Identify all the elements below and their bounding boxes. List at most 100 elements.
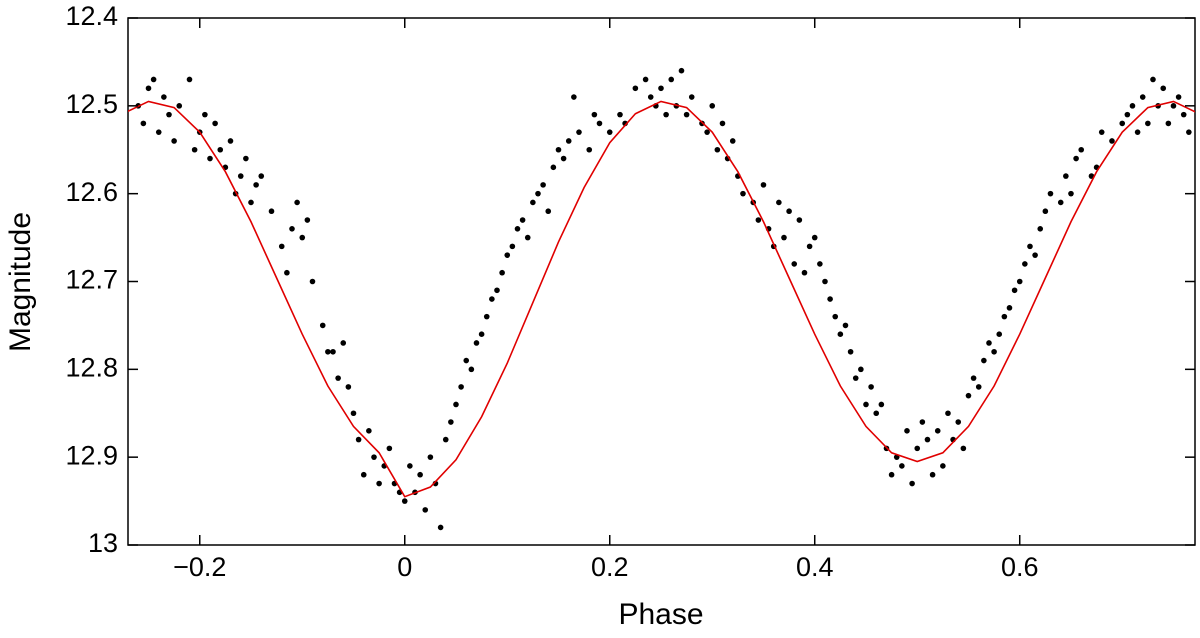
- data-point: [1011, 287, 1018, 294]
- data-point: [1006, 305, 1013, 311]
- plot-frame: [127, 17, 1196, 546]
- x-tick-label: 0: [397, 552, 412, 582]
- data-point: [1124, 111, 1131, 118]
- data-point: [986, 340, 992, 346]
- data-point: [888, 471, 895, 478]
- data-point: [1001, 313, 1008, 320]
- data-point: [781, 234, 787, 241]
- data-point: [217, 146, 224, 153]
- data-point: [360, 471, 367, 478]
- data-point: [145, 85, 152, 92]
- data-point: [868, 384, 874, 390]
- data-point: [970, 375, 977, 381]
- data-point: [714, 146, 721, 153]
- data-point: [483, 313, 490, 320]
- data-point: [945, 410, 951, 417]
- data-point: [740, 190, 746, 197]
- data-point: [796, 217, 803, 223]
- data-point: [975, 384, 982, 390]
- x-tick-label: 0.4: [796, 552, 834, 582]
- data-point: [1027, 243, 1033, 250]
- data-point: [248, 199, 254, 206]
- data-point: [663, 111, 669, 118]
- data-point: [755, 217, 762, 223]
- data-point: [729, 138, 736, 144]
- x-tick-label: 0.6: [1001, 552, 1039, 582]
- data-point: [401, 498, 408, 504]
- data-point: [919, 419, 926, 425]
- data-point: [1073, 155, 1079, 162]
- data-point: [878, 401, 885, 408]
- data-point: [519, 217, 526, 223]
- y-tick-label: 12.5: [65, 89, 118, 119]
- data-point: [453, 401, 459, 408]
- data-point: [468, 366, 475, 373]
- data-point: [863, 401, 869, 408]
- data-point: [355, 436, 362, 443]
- data-point: [560, 155, 567, 162]
- data-point: [422, 507, 429, 513]
- data-point: [852, 375, 859, 381]
- data-point: [545, 208, 552, 215]
- data-point: [571, 94, 577, 100]
- data-point: [386, 445, 393, 452]
- data-point: [555, 146, 562, 153]
- data-point: [688, 94, 695, 100]
- data-point: [550, 164, 557, 171]
- data-point: [837, 331, 844, 338]
- data-point: [606, 129, 613, 135]
- data-point: [294, 199, 300, 206]
- data-point: [709, 103, 716, 109]
- data-point: [514, 226, 521, 232]
- data-point: [940, 463, 946, 469]
- y-tick-label: 12.8: [65, 352, 118, 382]
- data-point: [1119, 120, 1126, 127]
- data-point: [427, 454, 434, 460]
- data-point: [1078, 146, 1085, 153]
- plot-area: [128, 67, 1195, 531]
- data-point: [658, 85, 664, 92]
- data-point: [842, 322, 849, 329]
- data-point: [319, 322, 326, 329]
- data-point: [776, 199, 782, 206]
- data-point: [186, 76, 193, 83]
- data-point: [278, 243, 285, 250]
- data-point: [617, 111, 623, 118]
- data-point: [934, 428, 941, 434]
- data-point: [212, 120, 218, 127]
- data-point: [719, 120, 726, 127]
- y-tick-label: 13: [88, 528, 118, 558]
- data-point: [647, 94, 654, 100]
- data-point: [899, 463, 905, 469]
- data-point: [268, 208, 275, 215]
- data-point: [1057, 199, 1064, 206]
- data-point: [458, 384, 464, 390]
- y-tick-label: 12.9: [65, 440, 118, 470]
- data-point: [817, 261, 823, 267]
- data-point: [981, 357, 987, 364]
- data-point: [376, 480, 382, 487]
- y-tick-label: 12.4: [65, 1, 118, 31]
- data-point: [309, 278, 316, 285]
- data-point: [642, 76, 649, 83]
- data-point: [1098, 129, 1105, 135]
- data-point: [791, 261, 798, 267]
- x-axis-label: Phase: [618, 598, 703, 631]
- data-point: [1047, 190, 1054, 197]
- data-point: [668, 76, 675, 83]
- data-point: [847, 348, 854, 355]
- data-point: [1129, 103, 1136, 109]
- data-point: [914, 445, 921, 452]
- data-point: [371, 454, 377, 460]
- data-point: [437, 524, 444, 531]
- y-tick-label: 12.7: [65, 265, 118, 295]
- data-point: [227, 138, 234, 144]
- data-point: [760, 182, 767, 188]
- data-point: [191, 146, 198, 153]
- data-point: [258, 173, 265, 179]
- data-point: [166, 111, 172, 118]
- data-point: [243, 155, 249, 162]
- data-point: [289, 226, 295, 232]
- data-point: [463, 357, 470, 364]
- data-point: [202, 111, 208, 118]
